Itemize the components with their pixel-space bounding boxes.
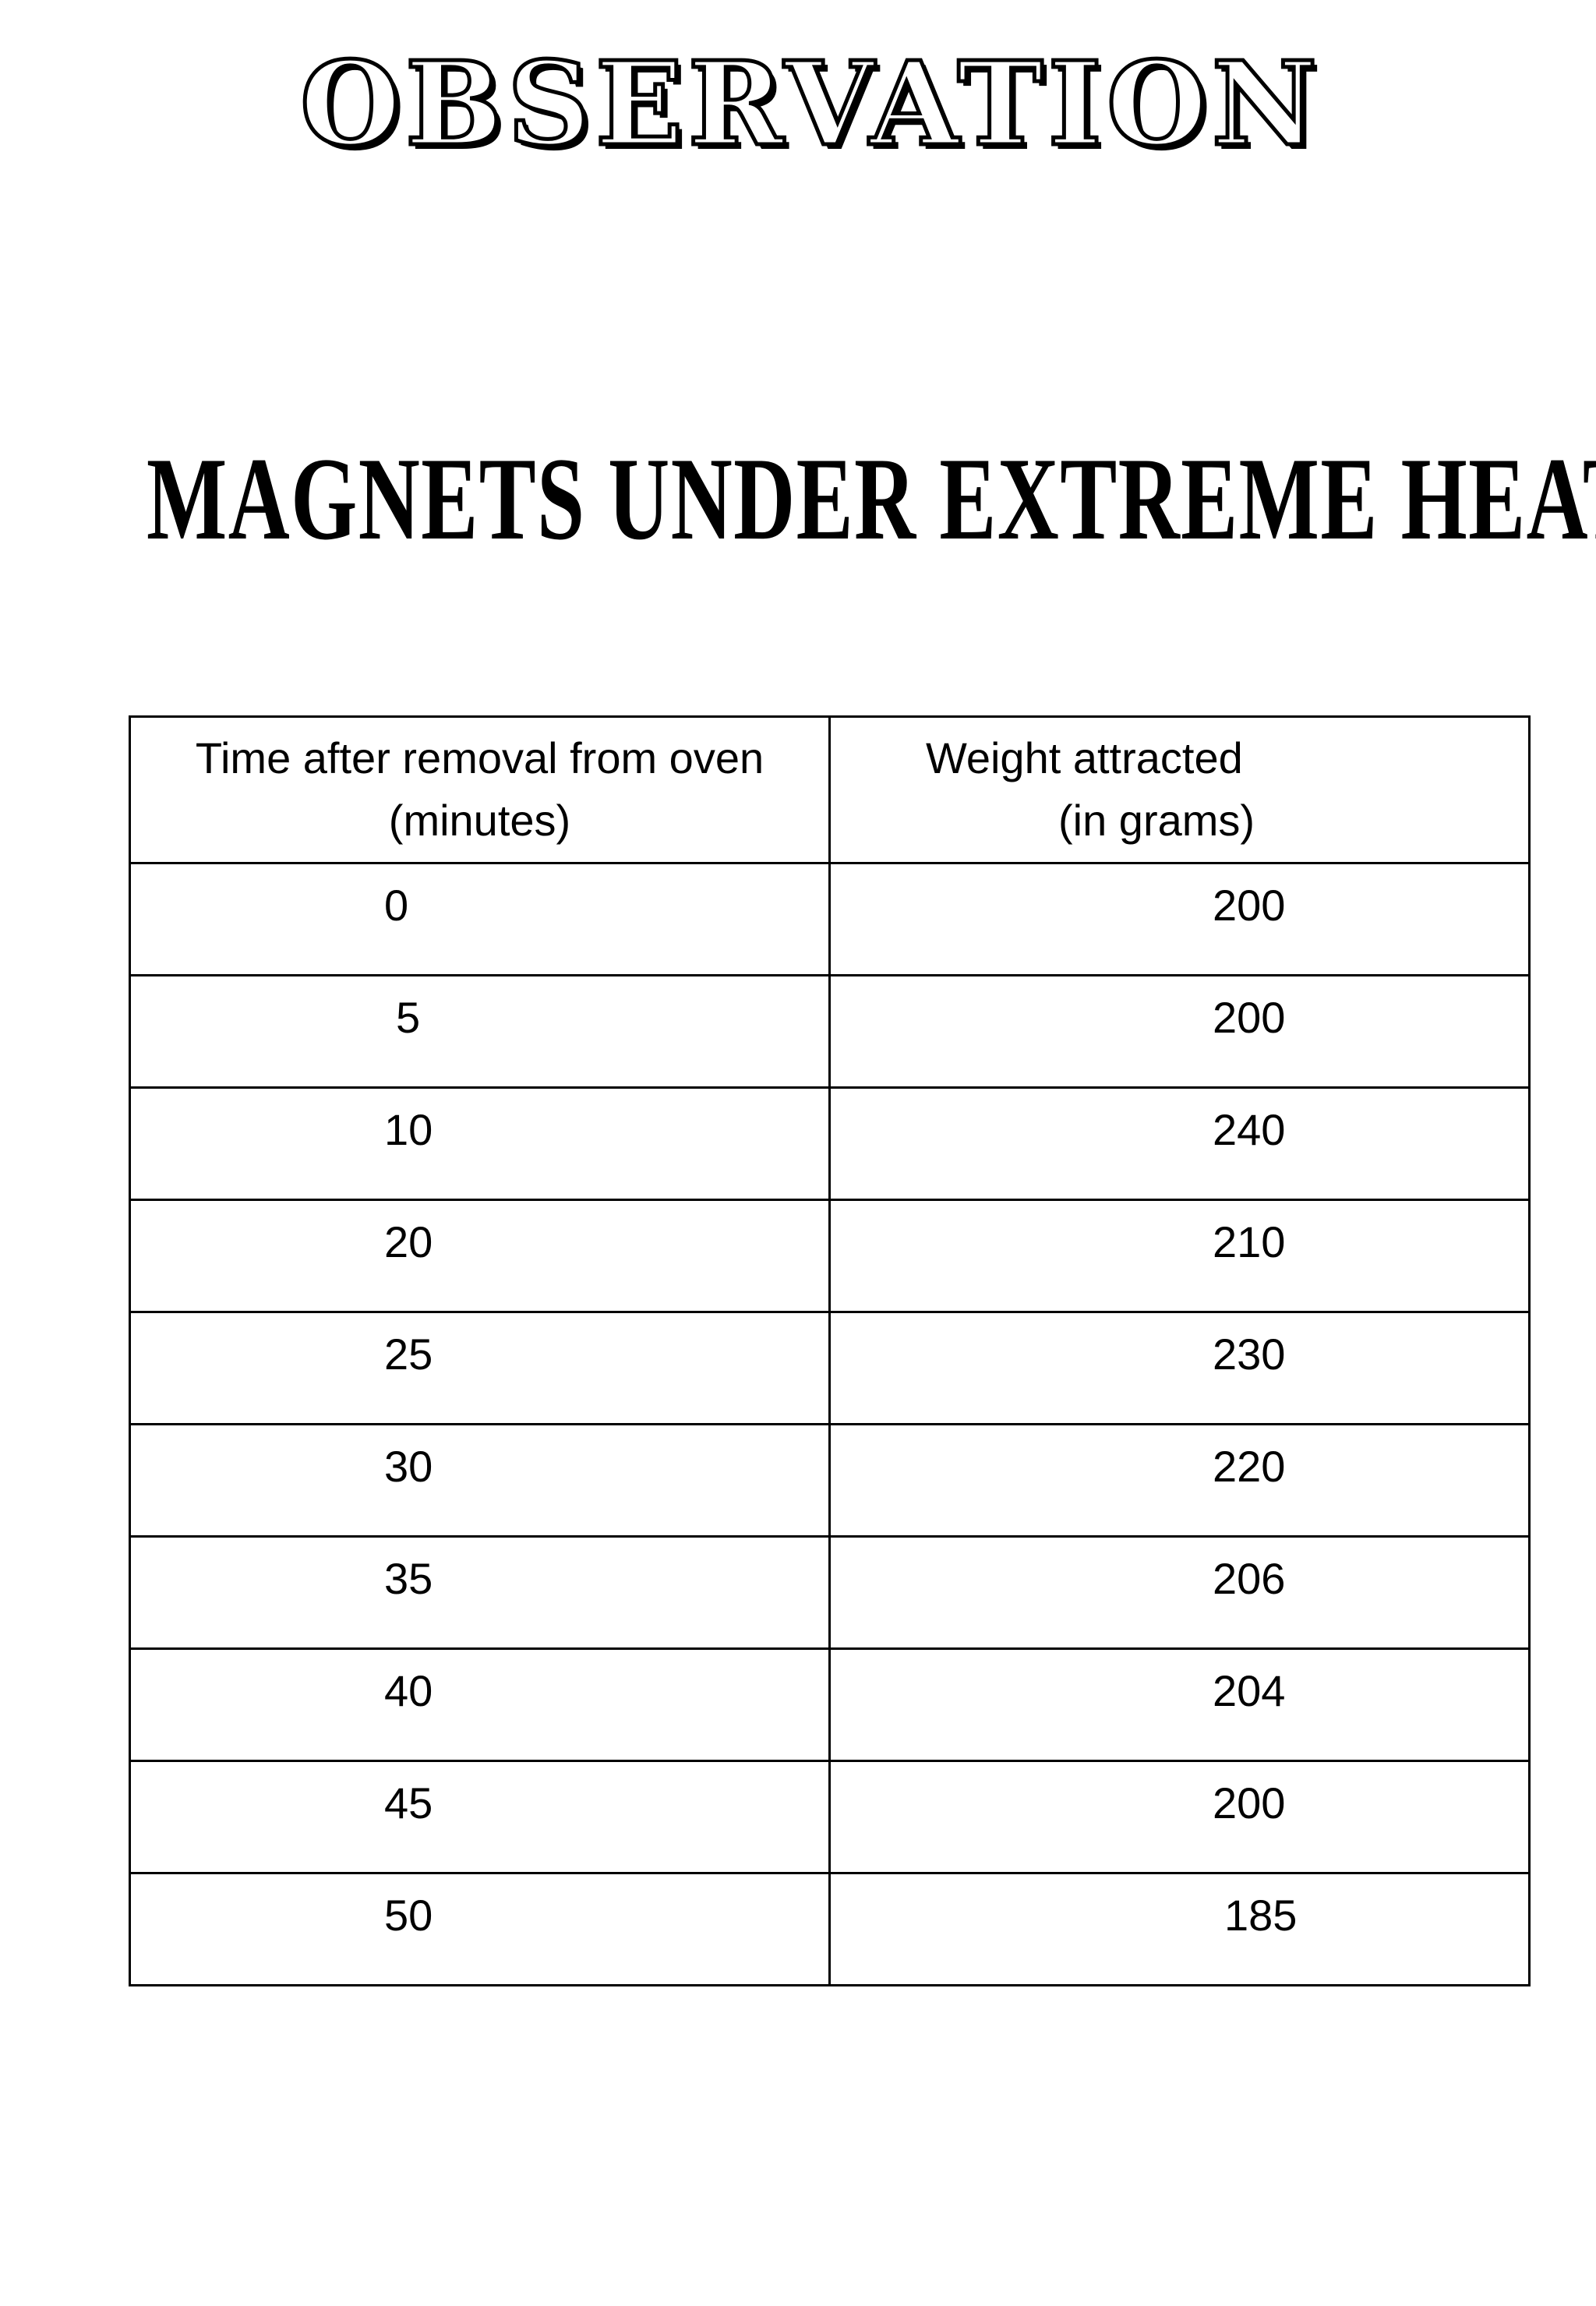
time-cell: 35 bbox=[129, 1535, 831, 1650]
table-row: 45 200 bbox=[129, 1760, 1531, 1874]
weight-cell: 200 bbox=[828, 862, 1531, 976]
column-header-time-line2: (minutes) bbox=[388, 796, 571, 845]
column-header-weight-line2: (in grams) bbox=[1058, 796, 1255, 845]
table-row: 10 240 bbox=[129, 1086, 1531, 1201]
weight-cell: 204 bbox=[828, 1647, 1531, 1762]
table-header-row: Time after removal from oven (minutes) W… bbox=[129, 715, 1531, 864]
column-header-weight: Weight attracted (in grams) bbox=[828, 715, 1531, 864]
table-body: 0 200 5 200 10 240 20 210 25 230 30 220 bbox=[129, 862, 1531, 1986]
observation-table-container: Time after removal from oven (minutes) W… bbox=[129, 715, 1531, 1986]
time-cell: 10 bbox=[129, 1086, 831, 1201]
table-row: 0 200 bbox=[129, 862, 1531, 976]
weight-cell: 206 bbox=[828, 1535, 1531, 1650]
table-row: 5 200 bbox=[129, 974, 1531, 1089]
time-cell: 25 bbox=[129, 1311, 831, 1425]
page-title: OBSERVATION bbox=[298, 36, 1322, 172]
table-row: 35 206 bbox=[129, 1535, 1531, 1650]
document-heading: MAGNETS UNDER EXTREME HEAT bbox=[147, 433, 1596, 564]
column-header-weight-line1: Weight attracted bbox=[926, 733, 1243, 782]
observation-table: Time after removal from oven (minutes) W… bbox=[129, 715, 1531, 1986]
time-cell: 20 bbox=[129, 1199, 831, 1313]
column-header-time-line1: Time after removal from oven bbox=[195, 733, 764, 782]
weight-cell: 200 bbox=[828, 974, 1531, 1089]
column-header-time: Time after removal from oven (minutes) bbox=[129, 715, 831, 864]
weight-cell: 185 bbox=[828, 1872, 1531, 1986]
weight-cell: 230 bbox=[828, 1311, 1531, 1425]
weight-cell: 240 bbox=[828, 1086, 1531, 1201]
time-cell: 40 bbox=[129, 1647, 831, 1762]
table-row: 30 220 bbox=[129, 1423, 1531, 1538]
table-row: 40 204 bbox=[129, 1647, 1531, 1762]
weight-cell: 210 bbox=[828, 1199, 1531, 1313]
time-cell: 0 bbox=[129, 862, 831, 976]
time-cell: 50 bbox=[129, 1872, 831, 1986]
time-cell: 45 bbox=[129, 1760, 831, 1874]
weight-cell: 200 bbox=[828, 1760, 1531, 1874]
table-row: 25 230 bbox=[129, 1311, 1531, 1425]
table-row: 50 185 bbox=[129, 1872, 1531, 1986]
time-cell: 30 bbox=[129, 1423, 831, 1538]
time-cell: 5 bbox=[129, 974, 831, 1089]
weight-cell: 220 bbox=[828, 1423, 1531, 1538]
table-row: 20 210 bbox=[129, 1199, 1531, 1313]
